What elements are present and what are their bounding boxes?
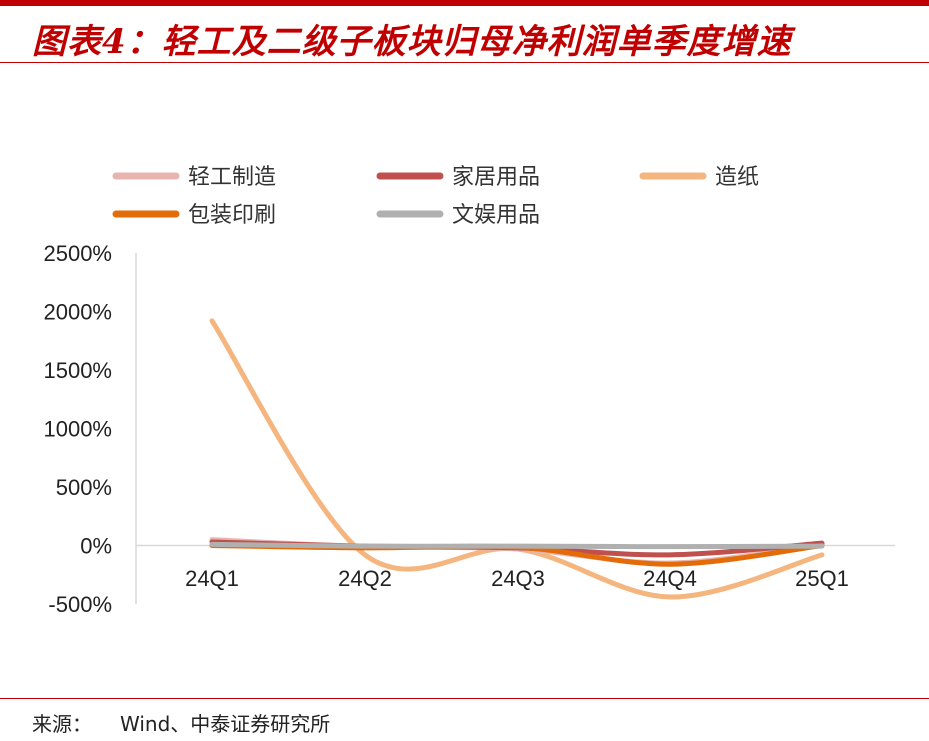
series-layer bbox=[209, 318, 825, 600]
title-divider bbox=[0, 62, 929, 63]
series-line-5 bbox=[209, 541, 825, 550]
y-tick-label: 1500% bbox=[43, 358, 112, 383]
legend-label: 文娱用品 bbox=[452, 203, 540, 228]
y-tick-label: 1000% bbox=[43, 417, 112, 442]
x-tick-label: 24Q2 bbox=[338, 566, 392, 591]
y-tick-label: 2000% bbox=[43, 300, 112, 325]
source-note: 来源： Wind、中泰证券研究所 bbox=[32, 708, 330, 737]
y-tick-label: 500% bbox=[56, 475, 112, 500]
y-tick-label: 2500% bbox=[43, 241, 112, 266]
header-accent-bar bbox=[0, 0, 929, 6]
legend-label: 包装印刷 bbox=[188, 203, 276, 228]
source-divider bbox=[0, 698, 929, 699]
x-tick-label: 24Q4 bbox=[643, 566, 697, 591]
x-tick-label: 24Q3 bbox=[491, 566, 545, 591]
legend-label: 家居用品 bbox=[452, 165, 540, 190]
chart-title: 图表4：轻工及二级子板块归母净利润单季度增速 bbox=[32, 22, 792, 62]
x-tick-label: 25Q1 bbox=[795, 566, 849, 591]
y-tick-label: 0% bbox=[80, 534, 112, 559]
x-tick-label: 24Q1 bbox=[185, 566, 239, 591]
y-axis: 2500% 2000% 1500% 1000% 500% 0% -500% bbox=[43, 241, 137, 617]
source-text: Wind、中泰证券研究所 bbox=[120, 712, 331, 736]
legend-label: 造纸 bbox=[715, 165, 759, 190]
legend-label: 轻工制造 bbox=[188, 165, 276, 190]
source-label: 来源： bbox=[32, 712, 92, 736]
y-tick-label: -500% bbox=[48, 592, 112, 617]
